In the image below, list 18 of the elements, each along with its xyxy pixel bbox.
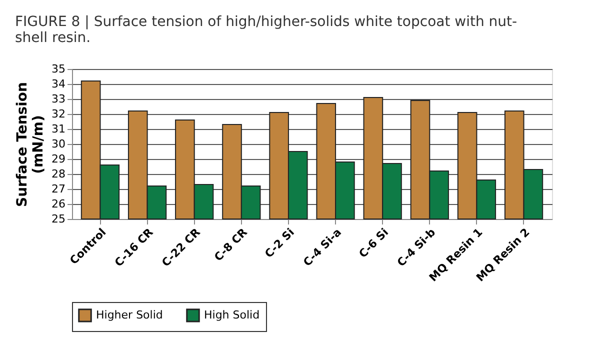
x-tick-label: C-8 CR xyxy=(212,225,250,264)
x-tick-label: C-2 Si xyxy=(262,226,297,260)
legend-label: High Solid xyxy=(204,308,260,322)
y-tick-label: 26 xyxy=(52,198,66,210)
x-tick-label: C-6 Si xyxy=(356,226,392,260)
y-tick-label: 32 xyxy=(52,108,66,120)
y-tick-label: 34 xyxy=(52,78,66,90)
y-tick-label: 28 xyxy=(52,168,66,180)
y-axis-title: Surface Tension (mN/m) xyxy=(14,82,47,208)
chart-title: FIGURE 8 | Surface tension of high/higher-solids white topcoat with nut-shell resin. xyxy=(15,14,518,46)
y-tick-label: 25 xyxy=(52,212,66,226)
y-tick-label: 31 xyxy=(52,122,66,136)
y-tick-label: 30 xyxy=(52,138,66,150)
legend-label: Higher Solid xyxy=(96,308,163,322)
y-tick-label: 35 xyxy=(52,62,66,76)
y-tick-label: 27 xyxy=(52,182,66,196)
y-tick-label: 33 xyxy=(52,92,66,106)
y-tick-label: 29 xyxy=(52,152,66,166)
